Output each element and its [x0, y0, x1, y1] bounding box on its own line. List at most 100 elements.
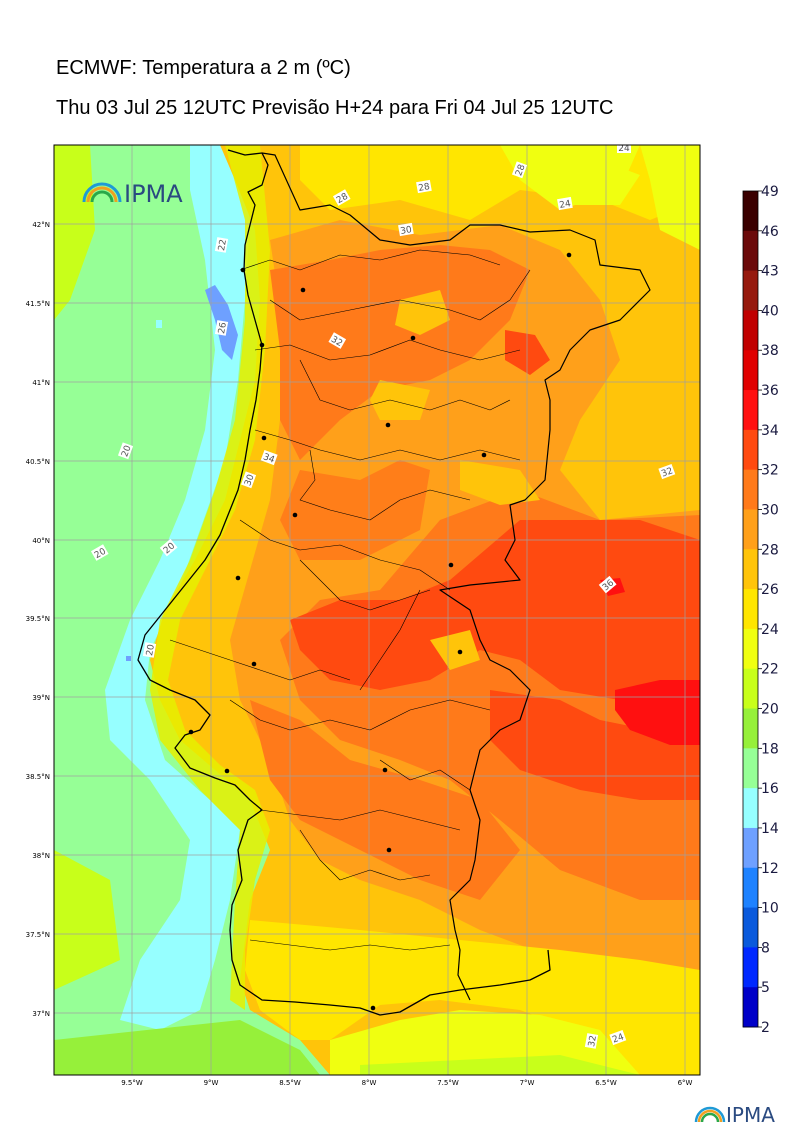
- coastline-borders: [137, 149, 651, 1016]
- svg-text:6°W: 6°W: [678, 1079, 693, 1087]
- svg-text:41.5°N: 41.5°N: [26, 300, 50, 308]
- contour-label: 24: [557, 196, 573, 211]
- contour-label: 22: [214, 237, 229, 253]
- colorbar-segment: [743, 589, 758, 630]
- svg-text:26: 26: [217, 321, 229, 334]
- colorbar-label: 28: [761, 542, 779, 558]
- colorbar-label: 49: [761, 184, 779, 200]
- svg-text:8°W: 8°W: [362, 1079, 377, 1087]
- contour-label: 20: [142, 642, 157, 658]
- svg-text:24: 24: [618, 144, 630, 154]
- colorbar-segment: [743, 310, 758, 351]
- colorbar-label: 10: [761, 901, 779, 917]
- svg-text:41°N: 41°N: [32, 379, 50, 387]
- svg-text:20: 20: [120, 444, 133, 458]
- colorbar-segment: [743, 987, 758, 1028]
- contour-label: 32: [658, 463, 676, 480]
- svg-text:34: 34: [262, 452, 276, 465]
- city-markers: [188, 252, 572, 1011]
- colorbar-label: 24: [761, 622, 779, 638]
- forecast-subtitle: Thu 03 Jul 25 12UTC Previsão H+24 para F…: [56, 97, 614, 119]
- colorbar-label: 18: [761, 741, 779, 757]
- svg-text:40.5°N: 40.5°N: [26, 458, 50, 466]
- colorbar-segment: [743, 867, 758, 909]
- svg-text:7°W: 7°W: [520, 1079, 535, 1087]
- colorbar: 49 46 43 40 38 36 34 32 30 28 26 24 22 20 18 16 14 12 10 8 5…: [742, 184, 779, 1036]
- ipma-logo-footer: IPMA: [694, 1103, 775, 1127]
- colorbar-label: 46: [761, 224, 779, 240]
- contour-label: 26: [214, 320, 229, 336]
- longitude-labels: 9.5°W 9°W 8.5°W 8°W 7.5°W 7°W 6.5°W 6°W: [121, 1079, 692, 1087]
- contour-label: 30: [240, 471, 257, 489]
- lat-lon-grid: [54, 145, 700, 1075]
- colorbar-label: 5: [761, 980, 770, 996]
- contour-label: 32: [584, 1033, 599, 1049]
- contour-label: 28: [511, 161, 528, 179]
- colorbar-segment: [743, 230, 758, 272]
- svg-text:24: 24: [611, 1032, 625, 1045]
- ipma-logo-map: IPMA: [82, 180, 183, 208]
- svg-text:37°N: 37°N: [32, 1010, 50, 1018]
- colorbar-label: 34: [761, 423, 779, 439]
- colorbar-label: 12: [761, 861, 779, 877]
- colorbar-segment: [743, 708, 758, 749]
- svg-text:9.5°W: 9.5°W: [121, 1079, 143, 1087]
- svg-text:22: 22: [217, 239, 229, 252]
- colorbar-label: 20: [761, 702, 779, 718]
- colorbar-segment: [743, 509, 758, 550]
- svg-text:38.5°N: 38.5°N: [26, 773, 50, 781]
- map-frame: [53, 144, 701, 1076]
- colorbar-label: 2: [761, 1020, 770, 1036]
- contour-label: 32: [328, 332, 347, 349]
- svg-text:6.5°W: 6.5°W: [595, 1079, 617, 1087]
- colorbar-segment: [743, 827, 758, 869]
- svg-text:24: 24: [559, 199, 572, 211]
- colorbar-segment: [743, 390, 758, 431]
- svg-text:32: 32: [587, 1035, 599, 1048]
- svg-text:IPMA: IPMA: [124, 180, 183, 208]
- svg-text:40°N: 40°N: [32, 537, 50, 545]
- svg-text:32: 32: [329, 335, 344, 349]
- latitude-labels: 42°N 41.5°N 41°N 40.5°N 40°N 39.5°N 39°N…: [26, 221, 50, 1018]
- contour-label: 30: [398, 222, 414, 237]
- colorbar-label: 22: [761, 662, 779, 678]
- colorbar-segment: [743, 947, 758, 988]
- colorbar-segment: [743, 549, 758, 590]
- svg-text:37.5°N: 37.5°N: [26, 931, 50, 939]
- colorbar-label: 30: [761, 502, 779, 518]
- colorbar-segment: [743, 748, 758, 789]
- contour-labels: 20 20 20 20 22 24 24 24 26 28 28 28 30 3…: [90, 142, 676, 1049]
- colorbar-segment: [743, 628, 758, 670]
- svg-text:32: 32: [660, 466, 674, 479]
- colorbar-segment: [743, 469, 758, 510]
- map-title: ECMWF: Temperatura a 2 m (ºC): [56, 57, 351, 79]
- colorbar-segment: [743, 907, 758, 948]
- colorbar-label: 43: [761, 264, 779, 280]
- colorbar-label: 16: [761, 781, 779, 797]
- colorbar-label: 26: [761, 582, 779, 598]
- colorbar-label: 14: [761, 821, 779, 837]
- svg-text:30: 30: [243, 473, 256, 487]
- colorbar-label: 32: [761, 463, 779, 479]
- contour-label: 20: [117, 442, 134, 460]
- colorbar-segment: [743, 668, 758, 710]
- temperature-field: [54, 145, 700, 1075]
- colorbar-label: 8: [761, 940, 770, 956]
- svg-text:39°N: 39°N: [32, 694, 50, 702]
- colorbar-segment: [743, 429, 758, 471]
- svg-text:9°W: 9°W: [204, 1079, 219, 1087]
- colorbar-segment: [743, 191, 758, 232]
- svg-text:38°N: 38°N: [32, 852, 50, 860]
- svg-text:28: 28: [418, 182, 431, 194]
- svg-text:28: 28: [514, 163, 527, 177]
- contour-label: 34: [260, 449, 278, 466]
- svg-text:8.5°W: 8.5°W: [279, 1079, 301, 1087]
- contour-label: 24: [617, 142, 631, 154]
- colorbar-segment: [743, 350, 758, 391]
- contour-label: 24: [609, 1029, 627, 1046]
- colorbar-label: 36: [761, 383, 779, 399]
- contour-label: 28: [416, 179, 432, 194]
- colorbar-label: 40: [761, 303, 779, 319]
- colorbar-segment: [743, 270, 758, 311]
